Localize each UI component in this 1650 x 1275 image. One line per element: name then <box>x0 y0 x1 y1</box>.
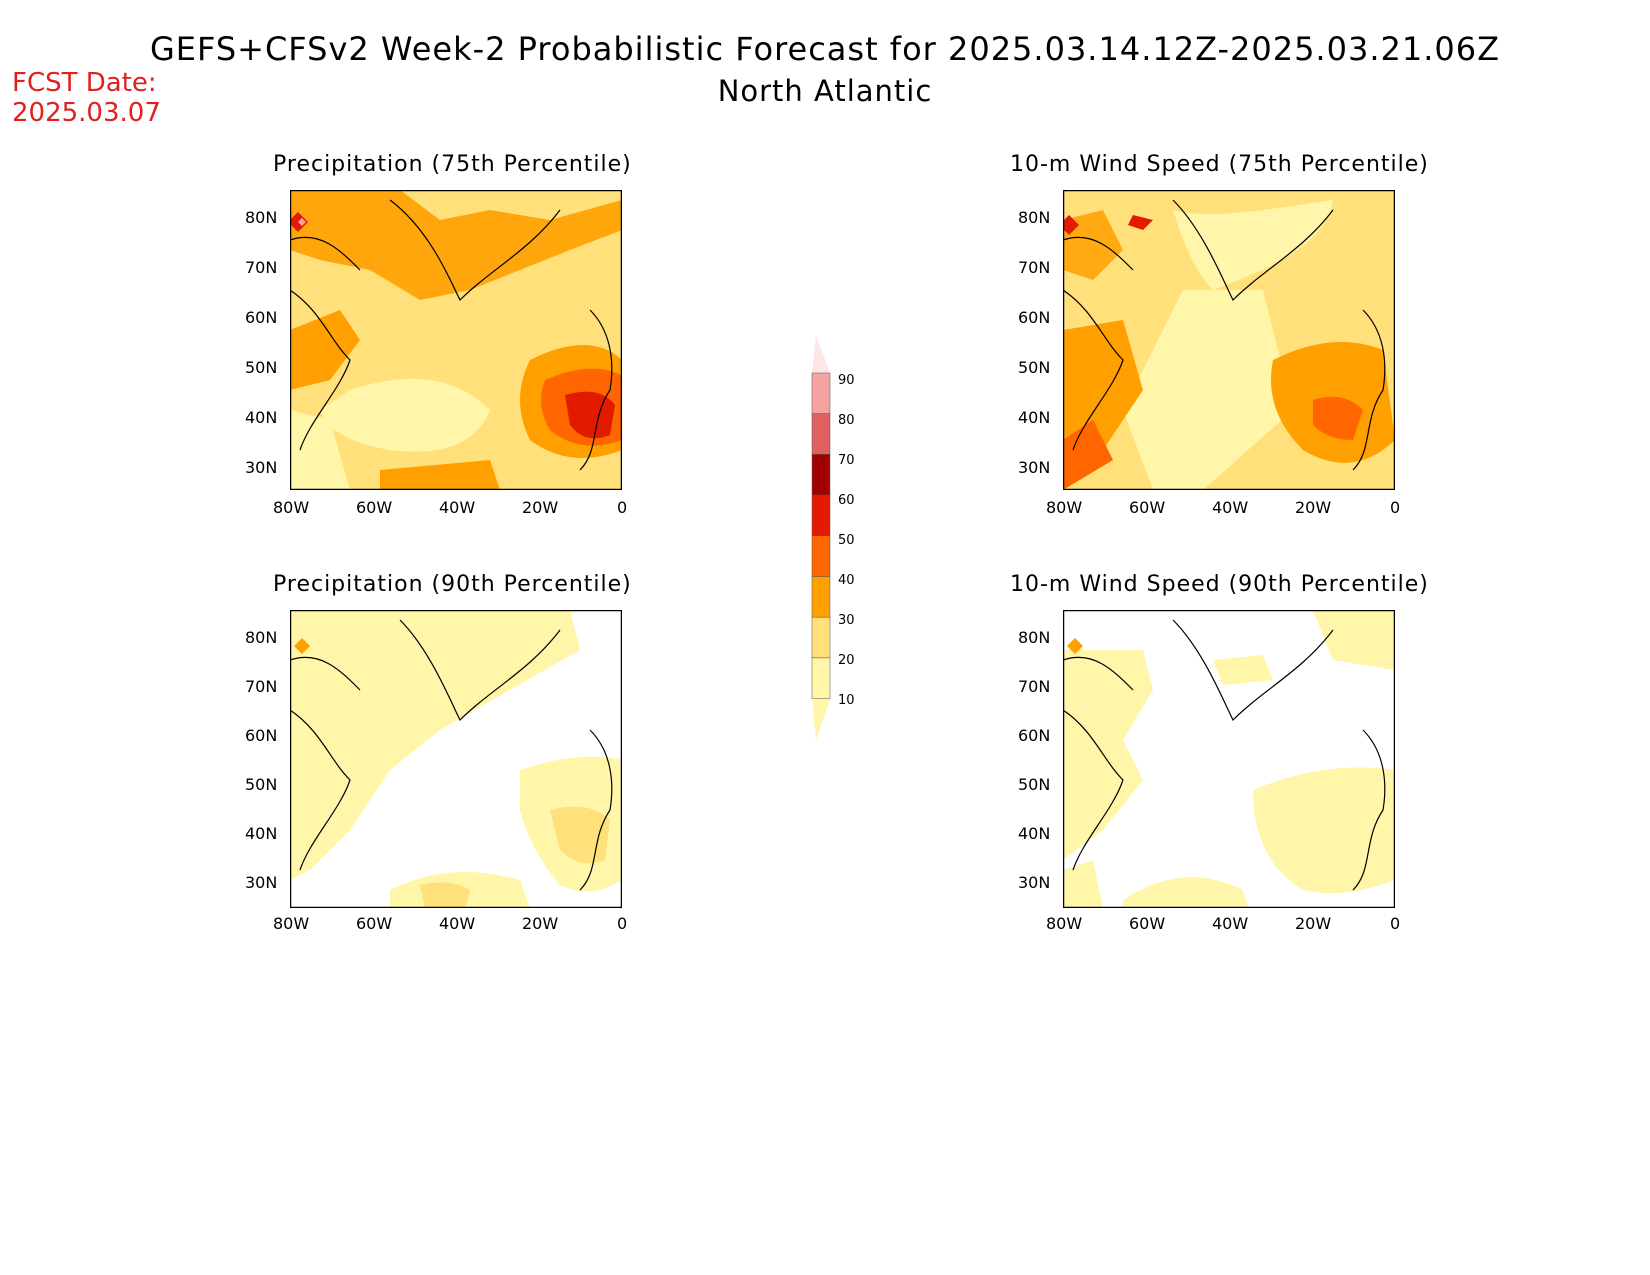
fcst-date-label: FCST Date: <box>12 68 157 98</box>
lat-tick: 80N <box>245 208 278 227</box>
lon-tick: 0 <box>1390 498 1401 517</box>
lat-tick: 50N <box>245 775 278 794</box>
lat-tick: 80N <box>1018 628 1051 647</box>
map-wind-90 <box>1063 610 1395 908</box>
lon-tick: 0 <box>617 498 628 517</box>
panel-title-precip-75: Precipitation (75th Percentile) <box>273 152 632 177</box>
lat-tick: 40N <box>245 408 278 427</box>
colorbar-label: 80 <box>838 413 855 428</box>
colorbar-swatch <box>811 616 831 659</box>
colorbar-swatch <box>811 372 831 414</box>
lat-tick: 60N <box>245 726 278 745</box>
lon-tick: 20W <box>1295 914 1332 933</box>
lat-tick: 70N <box>245 258 278 277</box>
colorbar-label: 20 <box>838 653 855 668</box>
fcst-date-value: 2025.03.07 <box>12 98 161 128</box>
lat-tick: 30N <box>245 873 278 892</box>
lat-tick: 60N <box>1018 726 1051 745</box>
colorbar-label: 40 <box>838 573 855 588</box>
lon-tick: 60W <box>356 498 393 517</box>
colorbar-swatch <box>811 454 831 496</box>
colorbar-swatch <box>811 657 831 699</box>
lat-tick: 30N <box>1018 873 1051 892</box>
lon-tick: 80W <box>273 914 310 933</box>
colorbar-label: 90 <box>838 373 855 388</box>
lon-tick: 60W <box>1129 498 1166 517</box>
lon-tick: 0 <box>617 914 628 933</box>
colorbar-swatch <box>811 494 831 537</box>
colorbar-top-triangle <box>812 335 830 373</box>
colorbar-swatch <box>811 413 831 455</box>
lat-tick: 70N <box>1018 258 1051 277</box>
lat-tick: 80N <box>245 628 278 647</box>
colorbar-label: 30 <box>838 613 855 628</box>
panel-title-precip-90: Precipitation (90th Percentile) <box>273 572 632 597</box>
map-precip-90 <box>290 610 622 908</box>
lon-tick: 60W <box>356 914 393 933</box>
lat-tick: 70N <box>1018 677 1051 696</box>
map-precip-75 <box>290 190 622 490</box>
colorbar-label: 50 <box>838 533 855 548</box>
lon-tick: 80W <box>273 498 310 517</box>
lon-tick: 40W <box>1212 498 1249 517</box>
lon-tick: 20W <box>522 498 559 517</box>
lat-tick: 60N <box>1018 308 1051 327</box>
lat-tick: 40N <box>1018 824 1051 843</box>
colorbar-bottom-triangle <box>812 699 830 740</box>
lon-tick: 0 <box>1390 914 1401 933</box>
lon-tick: 80W <box>1046 498 1083 517</box>
colorbar-swatch <box>811 576 831 618</box>
colorbar <box>811 335 831 740</box>
lat-tick: 60N <box>245 308 278 327</box>
lon-tick: 40W <box>439 914 476 933</box>
lon-tick: 40W <box>439 498 476 517</box>
lat-tick: 50N <box>1018 358 1051 377</box>
region-subtitle: North Atlantic <box>717 74 933 108</box>
lon-tick: 20W <box>1295 498 1332 517</box>
lat-tick: 50N <box>1018 775 1051 794</box>
lat-tick: 40N <box>245 824 278 843</box>
panel-title-wind-75: 10-m Wind Speed (75th Percentile) <box>1010 152 1429 177</box>
lon-tick: 20W <box>522 914 559 933</box>
lon-tick: 60W <box>1129 914 1166 933</box>
lon-tick: 40W <box>1212 914 1249 933</box>
colorbar-swatch <box>811 535 831 577</box>
lon-tick: 80W <box>1046 914 1083 933</box>
lat-tick: 30N <box>245 458 278 477</box>
colorbar-label: 10 <box>838 693 855 708</box>
lat-tick: 40N <box>1018 408 1051 427</box>
lat-tick: 70N <box>245 677 278 696</box>
lat-tick: 50N <box>245 358 278 377</box>
lat-tick: 80N <box>1018 208 1051 227</box>
panel-title-wind-90: 10-m Wind Speed (90th Percentile) <box>1010 572 1429 597</box>
main-title: GEFS+CFSv2 Week-2 Probabilistic Forecast… <box>149 30 1501 68</box>
lat-tick: 30N <box>1018 458 1051 477</box>
map-wind-75 <box>1063 190 1395 490</box>
colorbar-label: 70 <box>838 453 855 468</box>
colorbar-label: 60 <box>838 493 855 508</box>
